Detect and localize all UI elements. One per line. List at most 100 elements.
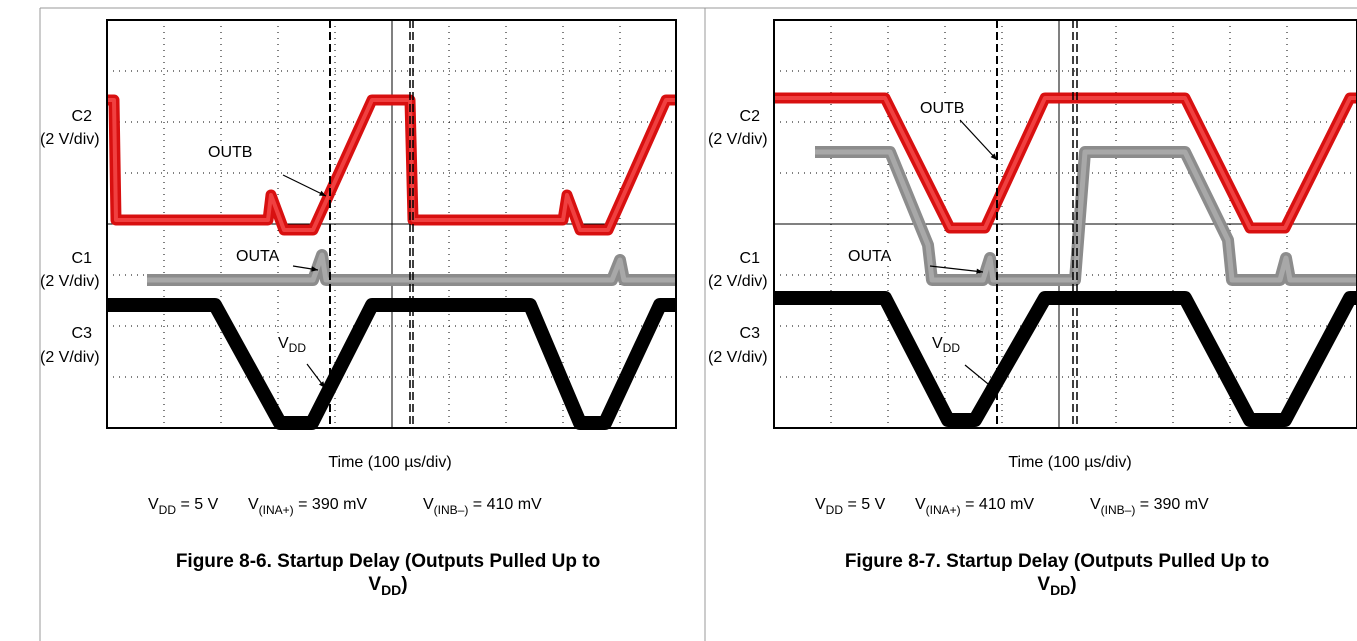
- channel-scale-part: (2 V/div): [708, 349, 768, 366]
- outb-label: OUTB: [208, 144, 252, 161]
- outa-label: OUTA: [848, 248, 892, 265]
- channel-scale: (2 V/div): [40, 349, 100, 366]
- condition-part: V: [815, 496, 826, 513]
- condition-part: V: [423, 496, 434, 513]
- outb-arrow: [282, 174, 327, 197]
- condition: VDD = 5 V: [815, 496, 886, 517]
- outa-arrowhead: [976, 268, 983, 274]
- channel-name: C3: [740, 325, 761, 342]
- plot-border: [106, 19, 677, 429]
- outa-label-part: OUTA: [848, 248, 892, 265]
- condition-part: = 5 V: [176, 496, 219, 513]
- x-axis-label-part: Time (100 µs/div): [328, 454, 451, 471]
- channel-scale: (2 V/div): [708, 349, 768, 366]
- condition-part: = 410 mV: [468, 496, 542, 513]
- vdd-label-part: V: [278, 335, 289, 352]
- condition: V(INB–) = 410 mV: [423, 496, 542, 517]
- channel-name-part: C2: [72, 108, 93, 125]
- channel-scale: (2 V/div): [708, 273, 768, 290]
- channel-name: C2: [740, 108, 761, 125]
- vdd-label-part: DD: [289, 341, 307, 355]
- scope-plot: [106, 19, 677, 430]
- x-axis-label: Time (100 µs/div): [328, 454, 451, 471]
- caption-line1: Figure 8-6. Startup Delay (Outputs Pulle…: [176, 551, 600, 572]
- channel-name-part: C3: [72, 325, 93, 342]
- condition-part: = 5 V: [843, 496, 886, 513]
- condition-part: V: [1090, 496, 1101, 513]
- outa-label-part: OUTA: [236, 248, 280, 265]
- channel-scale: (2 V/div): [40, 273, 100, 290]
- outa-trace-core: [147, 252, 676, 283]
- label-bg: [846, 246, 898, 265]
- condition-part: V: [915, 496, 926, 513]
- vdd-arrowhead: [318, 381, 325, 388]
- caption-line1-part: Figure 8-6. Startup Delay (Outputs Pulle…: [176, 551, 600, 572]
- outa-label: OUTA: [236, 248, 280, 265]
- outb-label-part: OUTB: [920, 100, 964, 117]
- outb-arrowhead: [319, 190, 326, 196]
- caption-line1: Figure 8-7. Startup Delay (Outputs Pulle…: [845, 551, 1269, 572]
- vdd-label-part: V: [932, 335, 943, 352]
- channel-name: C3: [72, 325, 93, 342]
- vdd-label-part: DD: [943, 341, 961, 355]
- outa-arrow: [929, 265, 984, 273]
- condition-part: V: [248, 496, 259, 513]
- label-bg: [930, 333, 960, 352]
- channel-name-part: C3: [740, 325, 761, 342]
- condition-part: = 410 mV: [961, 496, 1035, 513]
- condition-part: (INB–): [434, 503, 469, 517]
- caption-line2-part: ): [401, 574, 407, 595]
- condition-part: V: [148, 496, 159, 513]
- condition-part: = 390 mV: [1135, 496, 1209, 513]
- condition-part: (INB–): [1101, 503, 1136, 517]
- vdd-trace: [107, 298, 676, 430]
- label-bg: [276, 333, 306, 352]
- vdd-trace: [774, 291, 1357, 427]
- outb-arrow: [959, 119, 998, 161]
- channel-name: C1: [72, 250, 93, 267]
- channel-name: C2: [72, 108, 93, 125]
- channel-name-part: C2: [740, 108, 761, 125]
- caption-line2-part: DD: [1050, 582, 1070, 598]
- label-bg: [206, 142, 258, 161]
- label-bg: [234, 246, 286, 265]
- channel-scale-part: (2 V/div): [40, 273, 100, 290]
- channel-name-part: C1: [740, 250, 761, 267]
- condition: V(INA+) = 390 mV: [248, 496, 367, 517]
- channel-name-part: C1: [72, 250, 93, 267]
- vdd-arrowhead: [986, 381, 993, 388]
- channel-scale: (2 V/div): [40, 131, 100, 148]
- scope-plot: [773, 19, 1357, 429]
- x-axis-label: Time (100 µs/div): [1008, 454, 1131, 471]
- caption-line2-part: V: [1037, 574, 1050, 595]
- plot-border: [773, 19, 1357, 429]
- condition: V(INA+) = 410 mV: [915, 496, 1034, 517]
- vdd-label: VDD: [278, 335, 306, 355]
- outb-trace-core: [107, 98, 676, 232]
- outa-arrowhead: [311, 266, 318, 272]
- channel-scale: (2 V/div): [708, 131, 768, 148]
- condition-part: (INA+): [259, 503, 294, 517]
- condition: VDD = 5 V: [148, 496, 219, 517]
- x-axis-label-part: Time (100 µs/div): [1008, 454, 1131, 471]
- caption-line2: VDD): [368, 574, 407, 598]
- channel-scale-part: (2 V/div): [708, 131, 768, 148]
- channel-scale-part: (2 V/div): [40, 349, 100, 366]
- outa-trace-core: [815, 149, 1357, 283]
- condition-part: = 390 mV: [294, 496, 368, 513]
- condition-part: (INA+): [926, 503, 961, 517]
- caption-line2-part: V: [368, 574, 381, 595]
- condition-part: DD: [159, 503, 177, 517]
- vdd-label: VDD: [932, 335, 960, 355]
- channel-scale-part: (2 V/div): [708, 273, 768, 290]
- outb-label: OUTB: [920, 100, 964, 117]
- outb-arrowhead: [990, 153, 997, 160]
- label-bg: [918, 98, 970, 117]
- channel-scale-part: (2 V/div): [40, 131, 100, 148]
- channel-name: C1: [740, 250, 761, 267]
- condition: V(INB–) = 390 mV: [1090, 496, 1209, 517]
- caption-line1-part: Figure 8-7. Startup Delay (Outputs Pulle…: [845, 551, 1269, 572]
- caption-line2-part: ): [1070, 574, 1076, 595]
- condition-part: DD: [826, 503, 844, 517]
